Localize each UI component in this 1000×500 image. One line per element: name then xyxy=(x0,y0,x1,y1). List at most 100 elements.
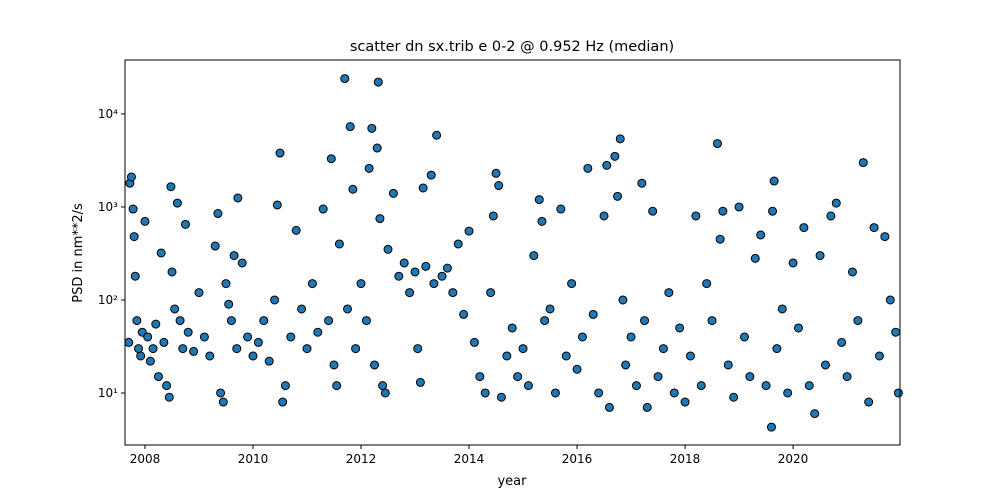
scatter-point xyxy=(847,267,857,277)
scatter-point xyxy=(783,388,793,398)
scatter-point xyxy=(513,372,523,382)
scatter-point xyxy=(356,279,366,289)
scatter-point xyxy=(669,388,679,398)
scatter-point xyxy=(696,381,706,391)
scatter-point xyxy=(685,351,695,361)
scatter-point xyxy=(831,198,841,208)
y-axis-label: PSD in nm**2/s xyxy=(71,203,86,303)
x-tick-label: 2014 xyxy=(454,452,485,466)
scatter-point xyxy=(370,360,380,370)
scatter-point xyxy=(658,344,668,354)
scatter-point xyxy=(286,332,296,342)
scatter-point xyxy=(264,356,274,366)
scatter-point xyxy=(145,356,155,366)
plot-area xyxy=(124,74,903,432)
scatter-point xyxy=(232,344,242,354)
scatter-point xyxy=(556,204,566,214)
scatter-point xyxy=(226,316,236,326)
scatter-point xyxy=(723,360,733,370)
scatter-point xyxy=(329,360,339,370)
scatter-point xyxy=(291,225,301,235)
chart-title: scatter dn sx.trib e 0-2 @ 0.952 Hz (med… xyxy=(350,39,674,55)
scatter-point xyxy=(613,191,623,201)
scatter-point xyxy=(280,381,290,391)
scatter-point xyxy=(164,392,174,402)
scatter-point xyxy=(842,372,852,382)
scatter-point xyxy=(332,381,342,391)
scatter-point xyxy=(545,304,555,314)
scatter-point xyxy=(469,337,479,347)
x-tick-label: 2008 xyxy=(130,452,161,466)
scatter-point xyxy=(453,239,463,249)
scatter-point xyxy=(691,211,701,221)
scatter-point xyxy=(772,344,782,354)
scatter-point xyxy=(885,295,895,305)
scatter-point xyxy=(858,158,868,168)
scatter-point xyxy=(134,344,144,354)
scatter-point xyxy=(496,392,506,402)
scatter-point xyxy=(156,248,166,258)
scatter-point xyxy=(172,198,182,208)
scatter-point xyxy=(410,267,420,277)
scatter-point xyxy=(243,332,253,342)
scatter-point xyxy=(378,381,388,391)
scatter-point xyxy=(442,263,452,273)
scatter-point xyxy=(793,323,803,333)
scatter-point xyxy=(610,151,620,161)
scatter-point xyxy=(216,388,226,398)
scatter-point xyxy=(712,139,722,149)
scatter-point xyxy=(874,351,884,361)
scatter-point xyxy=(224,299,234,309)
scatter-point xyxy=(534,195,544,205)
scatter-point xyxy=(394,271,404,281)
scatter-point xyxy=(707,316,717,326)
scatter-point xyxy=(334,239,344,249)
scatter-point xyxy=(777,304,787,314)
scatter-point xyxy=(523,381,533,391)
scatter-point xyxy=(270,295,280,305)
scatter-point xyxy=(364,163,374,173)
scatter-point xyxy=(715,234,725,244)
scatter-point xyxy=(153,372,163,382)
x-tick-label: 2016 xyxy=(562,452,593,466)
scatter-point xyxy=(488,211,498,221)
scatter-point xyxy=(175,316,185,326)
scatter-point xyxy=(373,77,383,87)
scatter-point xyxy=(210,241,220,251)
scatter-point xyxy=(278,397,288,407)
scatter-point xyxy=(140,216,150,226)
scatter-point xyxy=(502,351,512,361)
scatter-point xyxy=(343,304,353,314)
scatter-point xyxy=(518,344,528,354)
scatter-point xyxy=(367,123,377,133)
scatter-point xyxy=(426,170,436,180)
scatter-point xyxy=(820,360,830,370)
x-tick-label: 2020 xyxy=(778,452,809,466)
scatter-point xyxy=(702,279,712,289)
scatter-point xyxy=(572,364,582,374)
scatter-point xyxy=(418,183,428,193)
scatter-point xyxy=(297,304,307,314)
scatter-point xyxy=(486,288,496,298)
scatter-point xyxy=(739,332,749,342)
scatter-point xyxy=(637,178,647,188)
scatter-point xyxy=(248,351,258,361)
scatter-point xyxy=(621,360,631,370)
scatter-point xyxy=(159,337,169,347)
scatter-point xyxy=(618,295,628,305)
scatter-point xyxy=(199,332,209,342)
scatter-point xyxy=(815,251,825,261)
scatter-point xyxy=(233,193,243,203)
scatter-point xyxy=(734,202,744,212)
scatter-point xyxy=(375,214,385,224)
scatter-point xyxy=(237,258,247,268)
scatter-point xyxy=(577,332,587,342)
scatter-point xyxy=(604,402,614,412)
scatter-point xyxy=(348,184,358,194)
scatter-point xyxy=(788,258,798,268)
axes-frame xyxy=(124,59,901,446)
scatter-point xyxy=(826,211,836,221)
scatter-point xyxy=(205,351,215,361)
